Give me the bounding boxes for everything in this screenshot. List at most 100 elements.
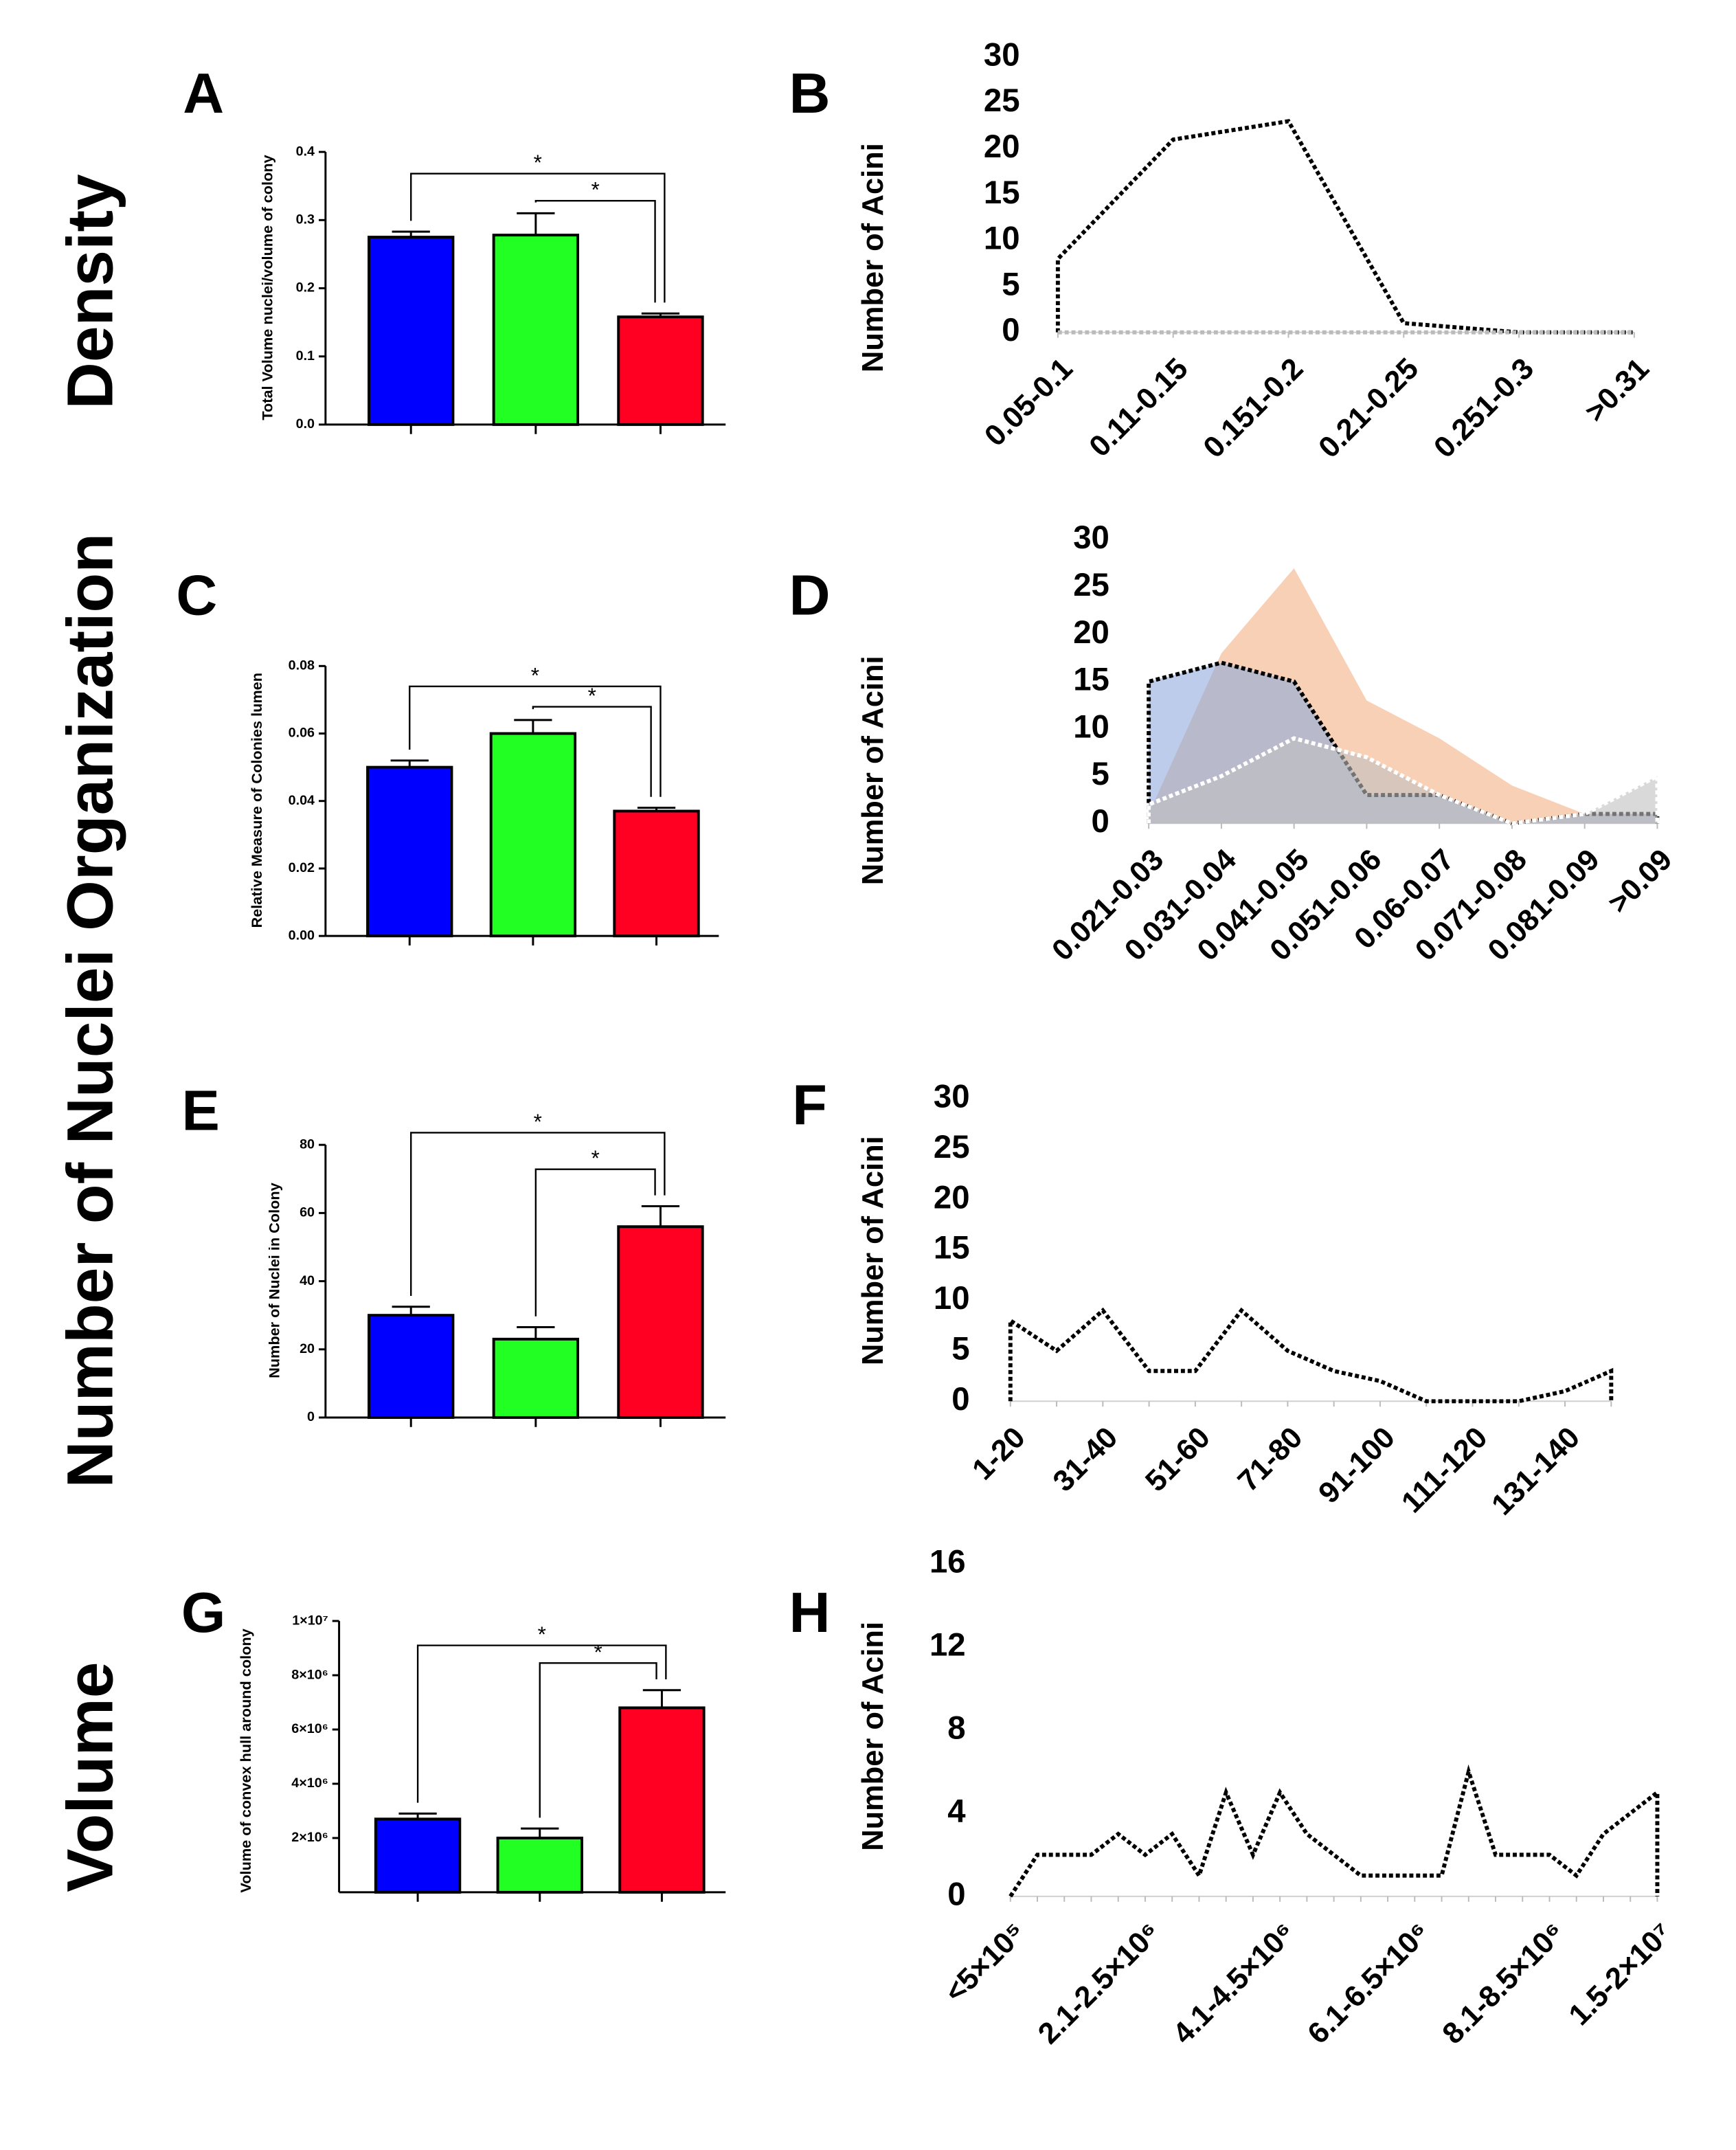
- significance-bracket: [539, 1662, 657, 1818]
- y-axis-label: Number of Acini: [857, 656, 890, 885]
- significance-bracket: [410, 1132, 666, 1296]
- bar: [368, 1314, 455, 1419]
- x-tick-label: >0.09: [1602, 843, 1679, 920]
- y-tick-label: 25: [1073, 567, 1109, 603]
- y-tick-label: 0.02: [289, 860, 315, 875]
- x-tick-label: 31-40: [1047, 1421, 1124, 1498]
- row-label: Volume: [54, 1662, 126, 1892]
- bar: [617, 315, 704, 426]
- y-axis-label: Number of Nuclei in Colony: [266, 1183, 283, 1378]
- y-tick-label: 5: [1092, 756, 1109, 792]
- x-tick-label: 0.251-0.3: [1428, 352, 1540, 464]
- y-tick-label: 30: [1073, 519, 1109, 556]
- x-tick-label: 1-20: [966, 1421, 1031, 1486]
- panel-letter: G: [181, 1580, 226, 1644]
- significance-label: *: [591, 1145, 600, 1170]
- y-tick-label: 4×10⁶: [291, 1776, 328, 1791]
- significance-bracket: [534, 1168, 656, 1317]
- y-tick-label: 0: [307, 1409, 315, 1424]
- x-tick-label: 0.11-0.15: [1083, 352, 1195, 463]
- significance-label: *: [538, 1622, 546, 1646]
- significance-bracket: [534, 199, 656, 303]
- x-tick-label: 0.21-0.25: [1313, 352, 1425, 464]
- x-tick-label: 6.1-6.5×10⁶: [1302, 1916, 1436, 2050]
- y-tick-label: 2×10⁶: [291, 1830, 328, 1845]
- y-tick-label: 20: [1073, 614, 1109, 651]
- bar: [613, 809, 700, 938]
- x-tick-label: 111-120: [1395, 1421, 1493, 1519]
- significance-bracket: [416, 1644, 667, 1803]
- significance-label: *: [594, 1639, 602, 1664]
- significance-bracket: [410, 172, 666, 303]
- significance-label: *: [591, 177, 600, 202]
- x-tick-label: 2.1-2.5×10⁶: [1032, 1916, 1166, 2050]
- y-tick-label: 0.04: [289, 793, 315, 808]
- y-tick-label: 4: [947, 1793, 966, 1829]
- y-tick-label: 0.00: [289, 928, 315, 943]
- bar: [617, 1225, 704, 1419]
- y-tick-label: 0: [1002, 312, 1019, 348]
- bar: [366, 765, 453, 938]
- panel-letter: B: [789, 61, 831, 125]
- y-tick-label: 8: [947, 1710, 965, 1747]
- y-tick-label: 15: [1073, 662, 1109, 698]
- y-tick-label: 30: [934, 1079, 970, 1115]
- panel-letter: H: [789, 1580, 831, 1644]
- area: [1149, 738, 1658, 824]
- y-tick-label: 0: [951, 1381, 969, 1418]
- y-tick-label: 16: [929, 1544, 966, 1580]
- y-tick-label: 0: [1092, 803, 1109, 840]
- bar: [492, 234, 580, 426]
- y-tick-label: 25: [984, 82, 1020, 119]
- y-tick-label: 80: [300, 1136, 315, 1152]
- x-tick-label: 4.1-4.5×10⁶: [1166, 1916, 1301, 2050]
- y-tick-label: 20: [984, 128, 1020, 165]
- line: [1055, 119, 1634, 335]
- significance-label: *: [531, 662, 539, 687]
- y-tick-label: 0.1: [296, 348, 315, 363]
- y-tick-label: 0: [947, 1876, 965, 1912]
- y-tick-label: 10: [934, 1280, 970, 1317]
- y-tick-label: 12: [929, 1627, 966, 1664]
- bar: [374, 1817, 462, 1894]
- x-tick-label: 51-60: [1139, 1421, 1216, 1498]
- panel-letter: E: [182, 1079, 220, 1143]
- significance-label: *: [534, 1109, 542, 1134]
- y-axis-label: Number of Acini: [857, 143, 890, 372]
- y-tick-label: 25: [934, 1129, 970, 1165]
- y-tick-label: 0.4: [296, 144, 315, 159]
- y-tick-label: 60: [300, 1205, 315, 1220]
- x-tick-label: 71-80: [1232, 1421, 1309, 1498]
- x-tick-label: 131-140: [1485, 1421, 1586, 1522]
- y-tick-label: 5: [1002, 266, 1019, 302]
- row-label: Density: [54, 174, 126, 410]
- significance-label: *: [588, 683, 596, 708]
- y-tick-label: 30: [984, 36, 1020, 73]
- y-tick-label: 0.08: [289, 658, 315, 673]
- y-tick-label: 0.0: [296, 416, 315, 432]
- x-tick-label: 91-100: [1312, 1421, 1401, 1510]
- x-tick-label: 0.151-0.2: [1197, 352, 1310, 464]
- panel-letter: D: [789, 563, 831, 627]
- bar: [492, 1337, 580, 1419]
- line: [1008, 1307, 1614, 1404]
- y-tick-label: 15: [984, 175, 1020, 211]
- y-tick-label: 20: [300, 1341, 315, 1356]
- panel-letter: F: [792, 1073, 827, 1137]
- y-tick-label: 0.06: [289, 726, 315, 741]
- y-tick-label: 20: [934, 1179, 970, 1216]
- x-tick-label: 8.1-8.5×10⁶: [1436, 1916, 1571, 2050]
- panel-letter: C: [176, 563, 217, 627]
- y-axis-label: Volume of convex hull around colony: [237, 1628, 254, 1892]
- x-tick-label: 1.5-2×10⁷: [1563, 1916, 1679, 2032]
- y-axis-label: Number of Acini: [857, 1136, 890, 1365]
- y-tick-label: 40: [300, 1273, 315, 1288]
- y-tick-label: 6×10⁶: [291, 1721, 328, 1736]
- y-tick-label: 0.2: [296, 280, 315, 295]
- y-axis-label: Total Volume nuclei/volume of colony: [259, 155, 276, 420]
- significance-bracket: [409, 685, 662, 797]
- y-tick-label: 1×10⁷: [292, 1613, 328, 1628]
- row-label: Number of Nuclei Organization: [54, 533, 126, 1488]
- bar: [496, 1836, 583, 1894]
- y-tick-label: 5: [951, 1330, 969, 1367]
